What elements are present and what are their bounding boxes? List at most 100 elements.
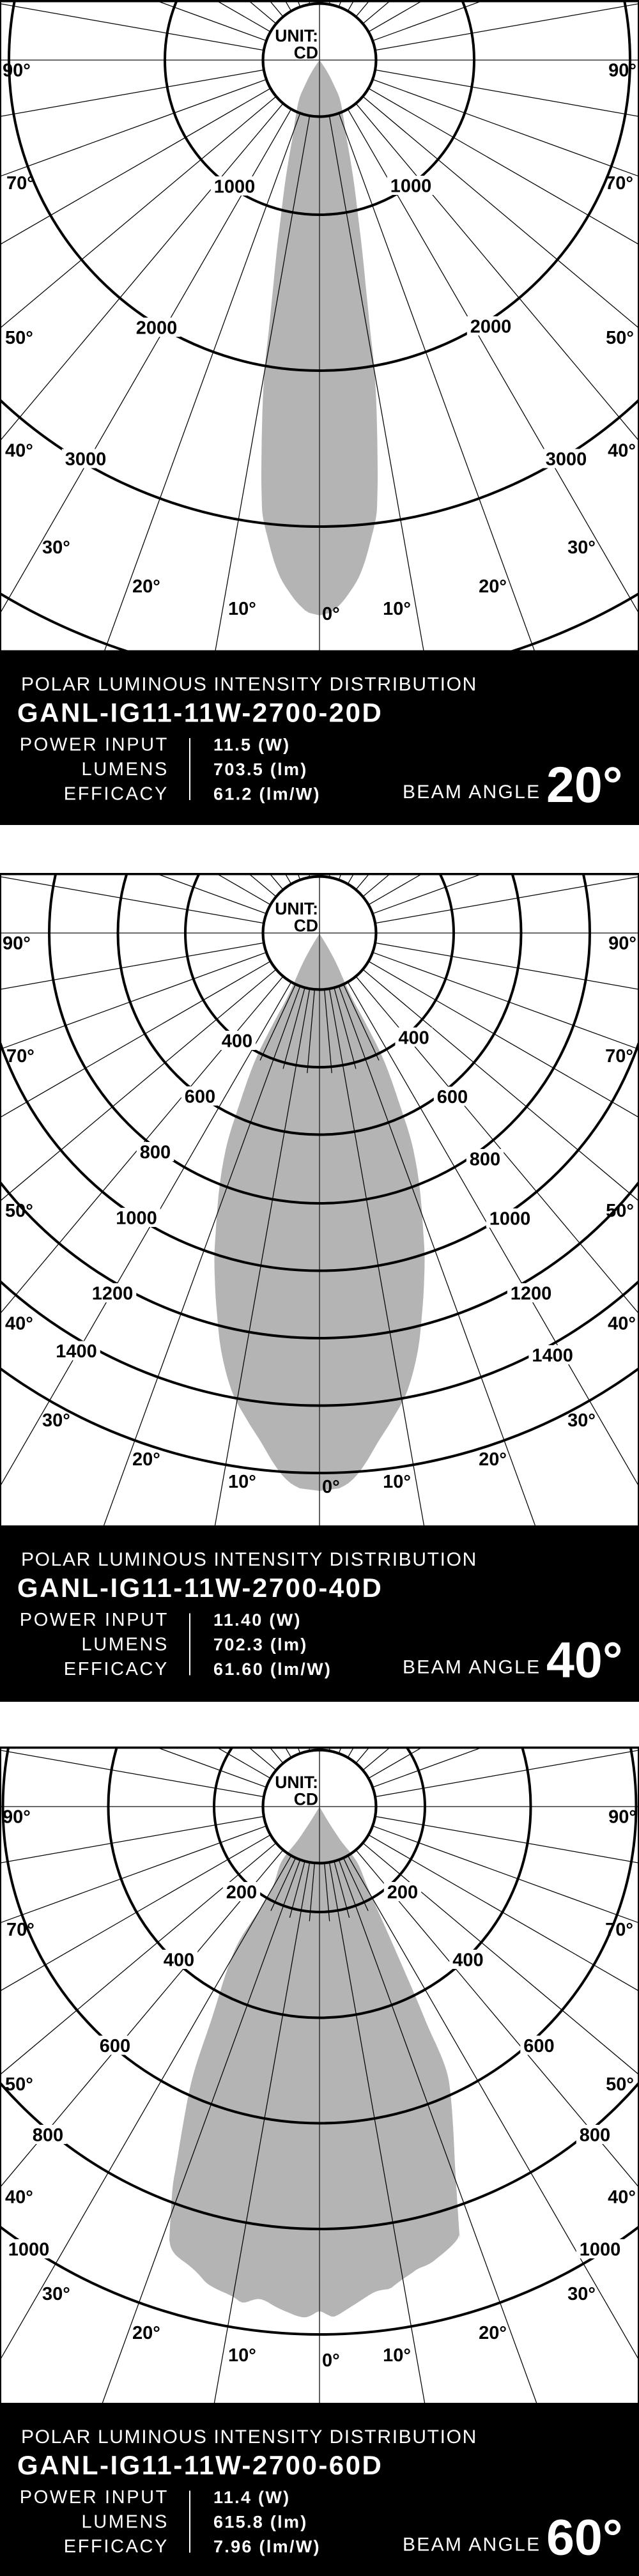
svg-text:400: 400 [452,1950,483,1971]
svg-text:20°: 20° [479,576,507,597]
svg-text:20°: 20° [546,756,622,813]
svg-text:CD: CD [294,43,318,62]
svg-text:POWER INPUT: POWER INPUT [20,1610,169,1630]
svg-text:CD: CD [294,1789,318,1809]
svg-text:POWER INPUT: POWER INPUT [20,735,169,755]
svg-text:1200: 1200 [511,1284,552,1304]
svg-text:703.5 (lm): 703.5 (lm) [213,760,308,779]
svg-text:7.96 (lm/W): 7.96 (lm/W) [213,2537,321,2556]
svg-text:EFFICACY: EFFICACY [64,784,169,805]
svg-text:0°: 0° [322,1477,340,1497]
svg-text:BEAM ANGLE: BEAM ANGLE [403,2534,541,2556]
svg-text:UNIT:: UNIT: [275,1773,318,1792]
svg-text:GANL-IG11-11W-2700-40D: GANL-IG11-11W-2700-40D [17,1573,383,1603]
svg-text:400: 400 [222,1031,252,1052]
svg-text:615.8 (lm): 615.8 (lm) [213,2513,308,2532]
svg-text:40°: 40° [5,2187,33,2208]
svg-text:1400: 1400 [56,1341,97,1362]
svg-text:50°: 50° [606,2074,634,2095]
svg-text:10°: 10° [383,1472,411,1492]
svg-text:70°: 70° [605,1046,633,1067]
svg-text:50°: 50° [606,1201,634,1221]
svg-text:60°: 60° [546,2509,622,2566]
svg-text:30°: 30° [567,2284,596,2304]
svg-text:400: 400 [398,1028,429,1048]
svg-text:1000: 1000 [489,1209,531,1230]
svg-text:61.60 (lm/W): 61.60 (lm/W) [213,1660,332,1679]
svg-text:90°: 90° [3,60,31,81]
svg-text:20°: 20° [132,576,160,597]
svg-text:70°: 70° [6,173,35,194]
svg-text:2000: 2000 [136,318,178,339]
svg-text:40°: 40° [608,441,636,461]
svg-text:90°: 90° [3,933,31,953]
svg-text:POLAR LUMINOUS INTENSITY DISTR: POLAR LUMINOUS INTENSITY DISTRIBUTION [21,674,477,695]
svg-text:11.4 (W): 11.4 (W) [213,2488,290,2507]
svg-text:600: 600 [437,1087,468,1107]
svg-text:BEAM ANGLE: BEAM ANGLE [403,1657,541,1678]
svg-text:1400: 1400 [532,1346,573,1366]
svg-text:BEAM ANGLE: BEAM ANGLE [403,782,541,803]
svg-text:11.5 (W): 11.5 (W) [213,736,290,755]
svg-text:POWER INPUT: POWER INPUT [20,2487,169,2508]
svg-text:1000: 1000 [214,177,256,197]
svg-text:800: 800 [140,1143,171,1163]
svg-text:3000: 3000 [65,449,107,470]
svg-text:50°: 50° [5,328,33,348]
svg-text:40°: 40° [546,1631,622,1688]
svg-text:10°: 10° [228,1472,256,1492]
svg-text:600: 600 [523,2036,554,2056]
svg-text:20°: 20° [132,2323,160,2343]
svg-text:1000: 1000 [390,176,432,197]
svg-text:40°: 40° [5,1314,33,1334]
svg-text:50°: 50° [5,1201,33,1221]
svg-text:70°: 70° [6,1046,35,1067]
svg-text:LUMENS: LUMENS [82,2512,169,2533]
svg-text:30°: 30° [42,537,70,558]
svg-text:90°: 90° [3,1807,31,1827]
svg-text:70°: 70° [605,173,633,194]
svg-text:1000: 1000 [116,1208,157,1229]
svg-text:POLAR LUMINOUS INTENSITY DISTR: POLAR LUMINOUS INTENSITY DISTRIBUTION [21,2426,477,2448]
svg-text:90°: 90° [608,60,636,81]
svg-text:2000: 2000 [470,317,512,337]
svg-text:0°: 0° [322,604,340,624]
svg-text:LUMENS: LUMENS [82,1635,169,1655]
svg-text:20°: 20° [132,1449,160,1470]
svg-text:600: 600 [185,1087,215,1107]
svg-text:90°: 90° [608,1807,636,1827]
svg-text:20°: 20° [479,1449,507,1470]
svg-text:EFFICACY: EFFICACY [64,2536,169,2557]
svg-text:3000: 3000 [546,449,587,470]
svg-text:30°: 30° [567,1410,596,1431]
svg-text:40°: 40° [608,2187,636,2208]
svg-text:40°: 40° [5,441,33,461]
svg-text:30°: 30° [42,1410,70,1431]
svg-text:0°: 0° [322,2350,340,2371]
svg-text:30°: 30° [567,537,596,558]
svg-text:61.2 (lm/W): 61.2 (lm/W) [213,785,321,804]
svg-text:1200: 1200 [92,1284,134,1304]
svg-text:70°: 70° [6,1920,35,1940]
svg-text:800: 800 [580,2125,610,2146]
svg-text:702.3 (lm): 702.3 (lm) [213,1635,308,1654]
svg-text:UNIT:: UNIT: [275,26,318,45]
svg-text:11.40 (W): 11.40 (W) [213,1610,302,1630]
svg-text:800: 800 [470,1150,500,1170]
svg-text:LUMENS: LUMENS [82,759,169,780]
svg-text:30°: 30° [42,2284,70,2304]
svg-text:1000: 1000 [8,2240,50,2260]
svg-text:90°: 90° [608,933,636,953]
svg-text:EFFICACY: EFFICACY [64,1659,169,1679]
svg-text:50°: 50° [5,2074,33,2095]
svg-text:10°: 10° [383,2345,411,2366]
svg-text:GANL-IG11-11W-2700-20D: GANL-IG11-11W-2700-20D [17,698,383,728]
svg-text:800: 800 [33,2125,63,2146]
svg-text:600: 600 [100,2036,130,2056]
svg-text:10°: 10° [228,599,256,619]
svg-text:1000: 1000 [580,2240,621,2260]
svg-text:GANL-IG11-11W-2700-60D: GANL-IG11-11W-2700-60D [17,2450,383,2480]
svg-text:UNIT:: UNIT: [275,899,318,918]
svg-text:200: 200 [387,1883,418,1903]
svg-text:400: 400 [164,1950,194,1971]
